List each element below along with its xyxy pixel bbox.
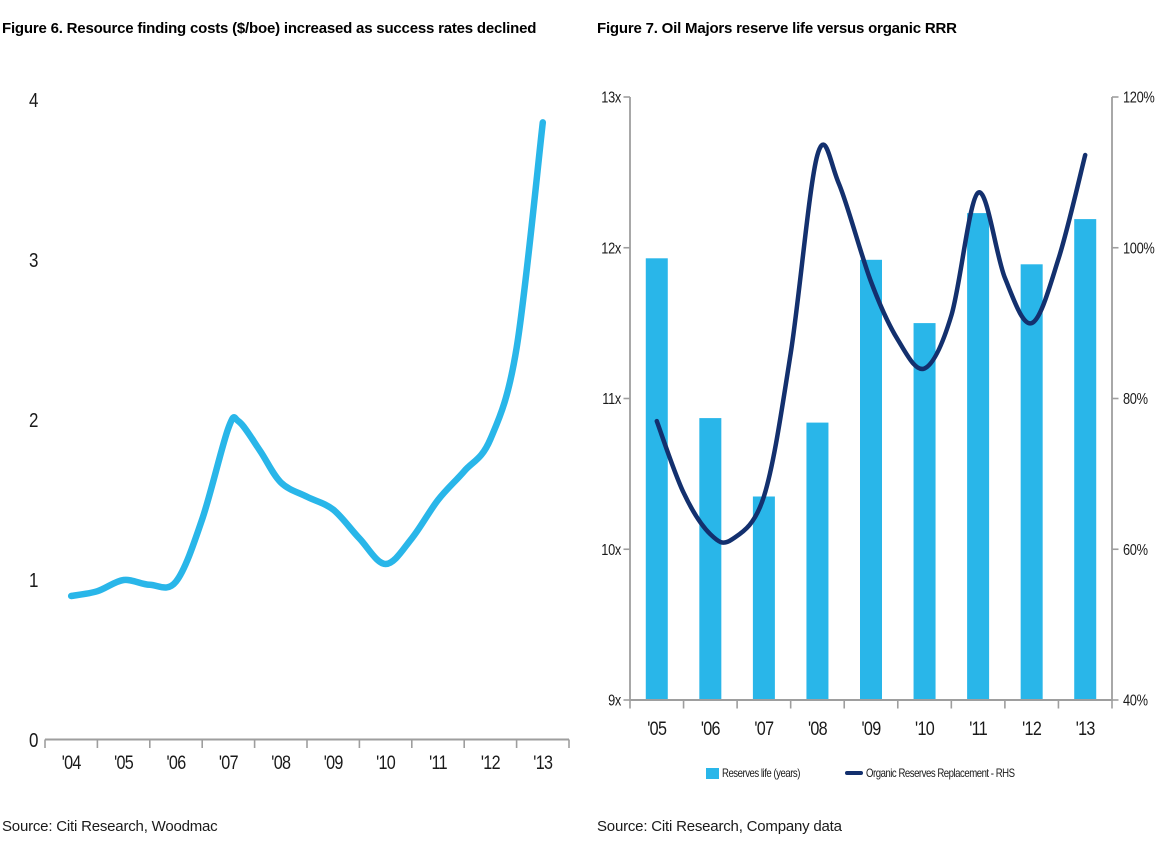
bar-'11 xyxy=(967,213,990,701)
y-axis-label: 0 xyxy=(29,730,38,752)
bar-'08 xyxy=(806,422,829,701)
bar-'05 xyxy=(645,258,668,701)
bar-'09 xyxy=(860,259,882,701)
bar-'06 xyxy=(699,418,722,701)
x-axis-label: '12 xyxy=(1022,719,1041,740)
x-axis-label: '13 xyxy=(1076,719,1095,740)
organic-rrr-line xyxy=(654,142,1088,545)
bar-'10 xyxy=(913,323,936,701)
figure7-legend: Reserves life (years) Organic Reserves R… xyxy=(595,766,1163,780)
bar-'13 xyxy=(1074,219,1097,701)
reserves-life-swatch-icon xyxy=(705,767,719,779)
x-axis-label: '13 xyxy=(533,753,552,774)
x-axis-label: '06 xyxy=(701,719,720,740)
legend-item-organic-rrr: Organic Reserves Replacement - RHS xyxy=(845,766,1052,780)
figure7-chart: 9x 10x 11x 12x 13x 40% 60% 80% 100% 120% '05 '06 '07… xyxy=(601,90,1155,741)
x-axis-label: '10 xyxy=(376,753,395,774)
x-axis-label: '07 xyxy=(219,753,238,774)
right-axis-label: 40% xyxy=(1123,693,1148,710)
left-axis-label: 10x xyxy=(601,542,621,559)
y-axis-label: 4 xyxy=(29,90,38,112)
figure7-title: Figure 7. Oil Majors reserve life versus… xyxy=(597,20,957,37)
legend-item-reserves-life: Reserves life (years) xyxy=(705,766,819,780)
right-axis-label: 120% xyxy=(1123,90,1155,107)
figure7-source: Source: Citi Research, Company data xyxy=(597,818,842,835)
left-axis-label: 12x xyxy=(601,240,621,257)
x-axis-label: '08 xyxy=(271,753,290,774)
x-axis-label: '09 xyxy=(862,719,881,740)
y-axis-label: 2 xyxy=(29,410,38,432)
x-axis-label: '08 xyxy=(808,719,827,740)
x-axis-label: '10 xyxy=(915,719,934,740)
legend-label-reserves-life: Reserves life (years) xyxy=(721,766,800,780)
bar-'12 xyxy=(1020,264,1043,701)
y-axis-label: 1 xyxy=(29,570,38,592)
x-axis-label: '11 xyxy=(429,753,447,774)
x-axis-label: '12 xyxy=(481,753,500,774)
finding-costs-line xyxy=(67,119,547,600)
right-axis-label: 100% xyxy=(1123,240,1155,257)
x-axis-label: '05 xyxy=(114,753,133,774)
x-axis-label: '05 xyxy=(647,719,666,740)
figure6-chart: 0 1 2 3 4 '04 '05 '06 '07 '08 '09 '10 '11 '12 '13 xyxy=(29,90,570,774)
right-axis-label: 80% xyxy=(1123,391,1148,408)
y-axis-label: 3 xyxy=(29,250,38,272)
x-axis-label: '07 xyxy=(754,719,773,740)
left-axis-label: 9x xyxy=(608,693,621,710)
x-axis-label: '04 xyxy=(62,753,82,774)
bar-'07 xyxy=(752,496,775,701)
x-axis-label: '09 xyxy=(324,753,343,774)
organic-rrr-swatch-icon xyxy=(845,771,864,775)
x-axis-label: '06 xyxy=(167,753,186,774)
figure6-source: Source: Citi Research, Woodmac xyxy=(2,818,218,835)
figure6-title: Figure 6. Resource finding costs ($/boe)… xyxy=(2,20,537,37)
right-axis-label: 60% xyxy=(1123,542,1148,559)
legend-label-organic-rrr: Organic Reserves Replacement - RHS xyxy=(866,766,1015,780)
x-axis-label: '11 xyxy=(969,719,987,740)
left-axis-label: 11x xyxy=(602,391,621,408)
left-axis-label: 13x xyxy=(601,90,621,107)
